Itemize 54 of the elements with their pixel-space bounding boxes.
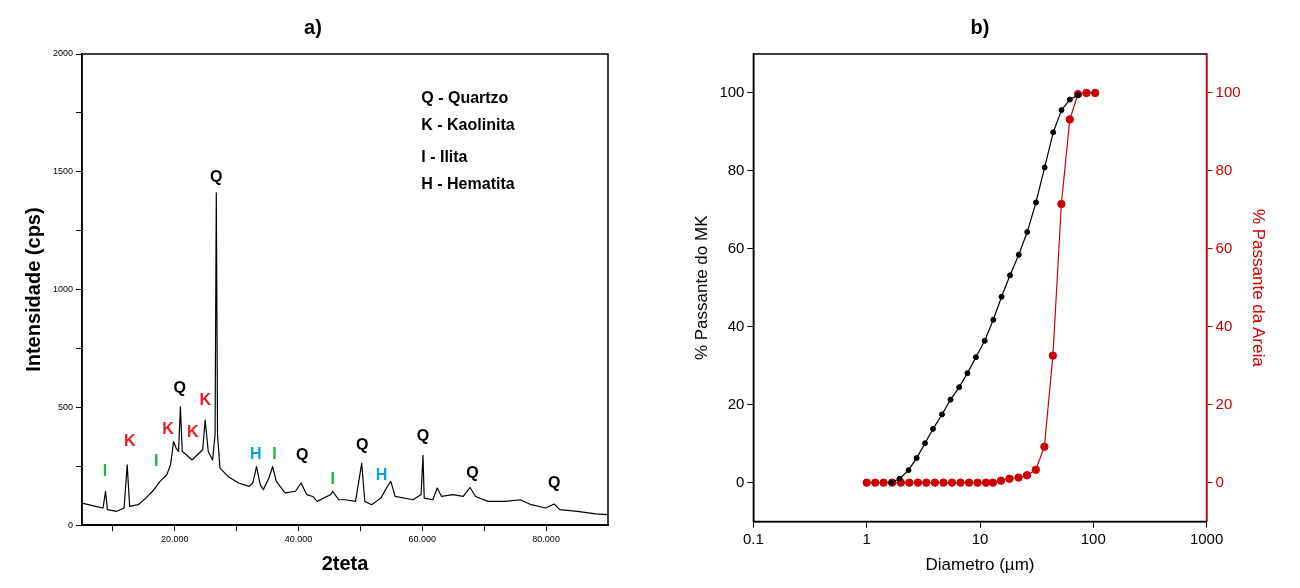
y-tick-label: 2000 bbox=[52, 48, 74, 59]
y2-tick-label: 60 bbox=[1215, 238, 1233, 256]
y-tick-label: 0 bbox=[736, 472, 745, 490]
annotation: K bbox=[199, 391, 212, 409]
y-tick-label: 1500 bbox=[52, 166, 74, 177]
y2-tick-label: 0 bbox=[1215, 472, 1224, 490]
annotation: Q bbox=[210, 168, 223, 186]
annotation: Q bbox=[173, 378, 187, 396]
annotation: Q - Quartzo bbox=[421, 89, 509, 107]
x-axis-title: 2teta bbox=[321, 551, 370, 574]
y-tick-label: 60 bbox=[727, 238, 745, 256]
x-tick-label: 0.1 bbox=[743, 529, 764, 547]
x-tick-label: 60.000 bbox=[408, 534, 437, 545]
annotation: I bbox=[102, 461, 108, 479]
annotation: K bbox=[162, 420, 175, 438]
annotation: H bbox=[250, 444, 262, 462]
annotation: H bbox=[375, 465, 388, 483]
annotation: I bbox=[154, 451, 159, 469]
annotation: K bbox=[187, 422, 200, 440]
annotation: H - Hematita bbox=[421, 175, 515, 193]
y-tick-label: 40 bbox=[727, 316, 745, 334]
y-tick-label: 0 bbox=[68, 519, 74, 530]
annotation: Q bbox=[356, 435, 369, 453]
y2-tick-label: 100 bbox=[1215, 83, 1241, 101]
annotation: I bbox=[272, 444, 277, 462]
annotation: K bbox=[123, 431, 136, 449]
annotation: Q bbox=[547, 474, 561, 492]
annotation: I - Ilita bbox=[421, 148, 468, 166]
y2-axis-title: % Passante da Areia bbox=[1249, 208, 1269, 368]
y2-tick-label: 80 bbox=[1215, 161, 1233, 179]
y-tick-label: 20 bbox=[727, 394, 745, 412]
x-tick-label: 1000 bbox=[1189, 529, 1224, 547]
x-tick-label: 80.000 bbox=[532, 534, 560, 545]
y2-tick-label: 20 bbox=[1215, 394, 1233, 412]
x-tick-label: 10 bbox=[971, 529, 989, 547]
annotation: Q bbox=[466, 463, 479, 481]
annotation: I bbox=[330, 470, 335, 488]
annotation: Q bbox=[416, 427, 430, 445]
y-tick-label: 80 bbox=[727, 161, 745, 179]
y2-tick-label: 40 bbox=[1215, 316, 1233, 334]
x-tick-label: 20.000 bbox=[161, 534, 189, 545]
annotation: K - Kaolinita bbox=[421, 116, 515, 134]
annotation: Q bbox=[296, 445, 309, 463]
x-tick-label: 100 bbox=[1080, 529, 1106, 547]
y-axis-title: Intensidade (cps) bbox=[21, 207, 44, 372]
chart-title: a) bbox=[304, 15, 322, 38]
x-axis-title: Diametro (µm) bbox=[925, 555, 1035, 575]
chart-title: b) bbox=[970, 15, 990, 38]
x-tick-label: 40.000 bbox=[284, 534, 313, 545]
x-tick-label: 1 bbox=[862, 529, 871, 547]
y-tick-label: 500 bbox=[57, 401, 74, 412]
y-axis-title: % Passante do MK bbox=[691, 214, 711, 361]
y-tick-label: 1000 bbox=[52, 284, 74, 295]
y-tick-label: 100 bbox=[719, 83, 745, 101]
